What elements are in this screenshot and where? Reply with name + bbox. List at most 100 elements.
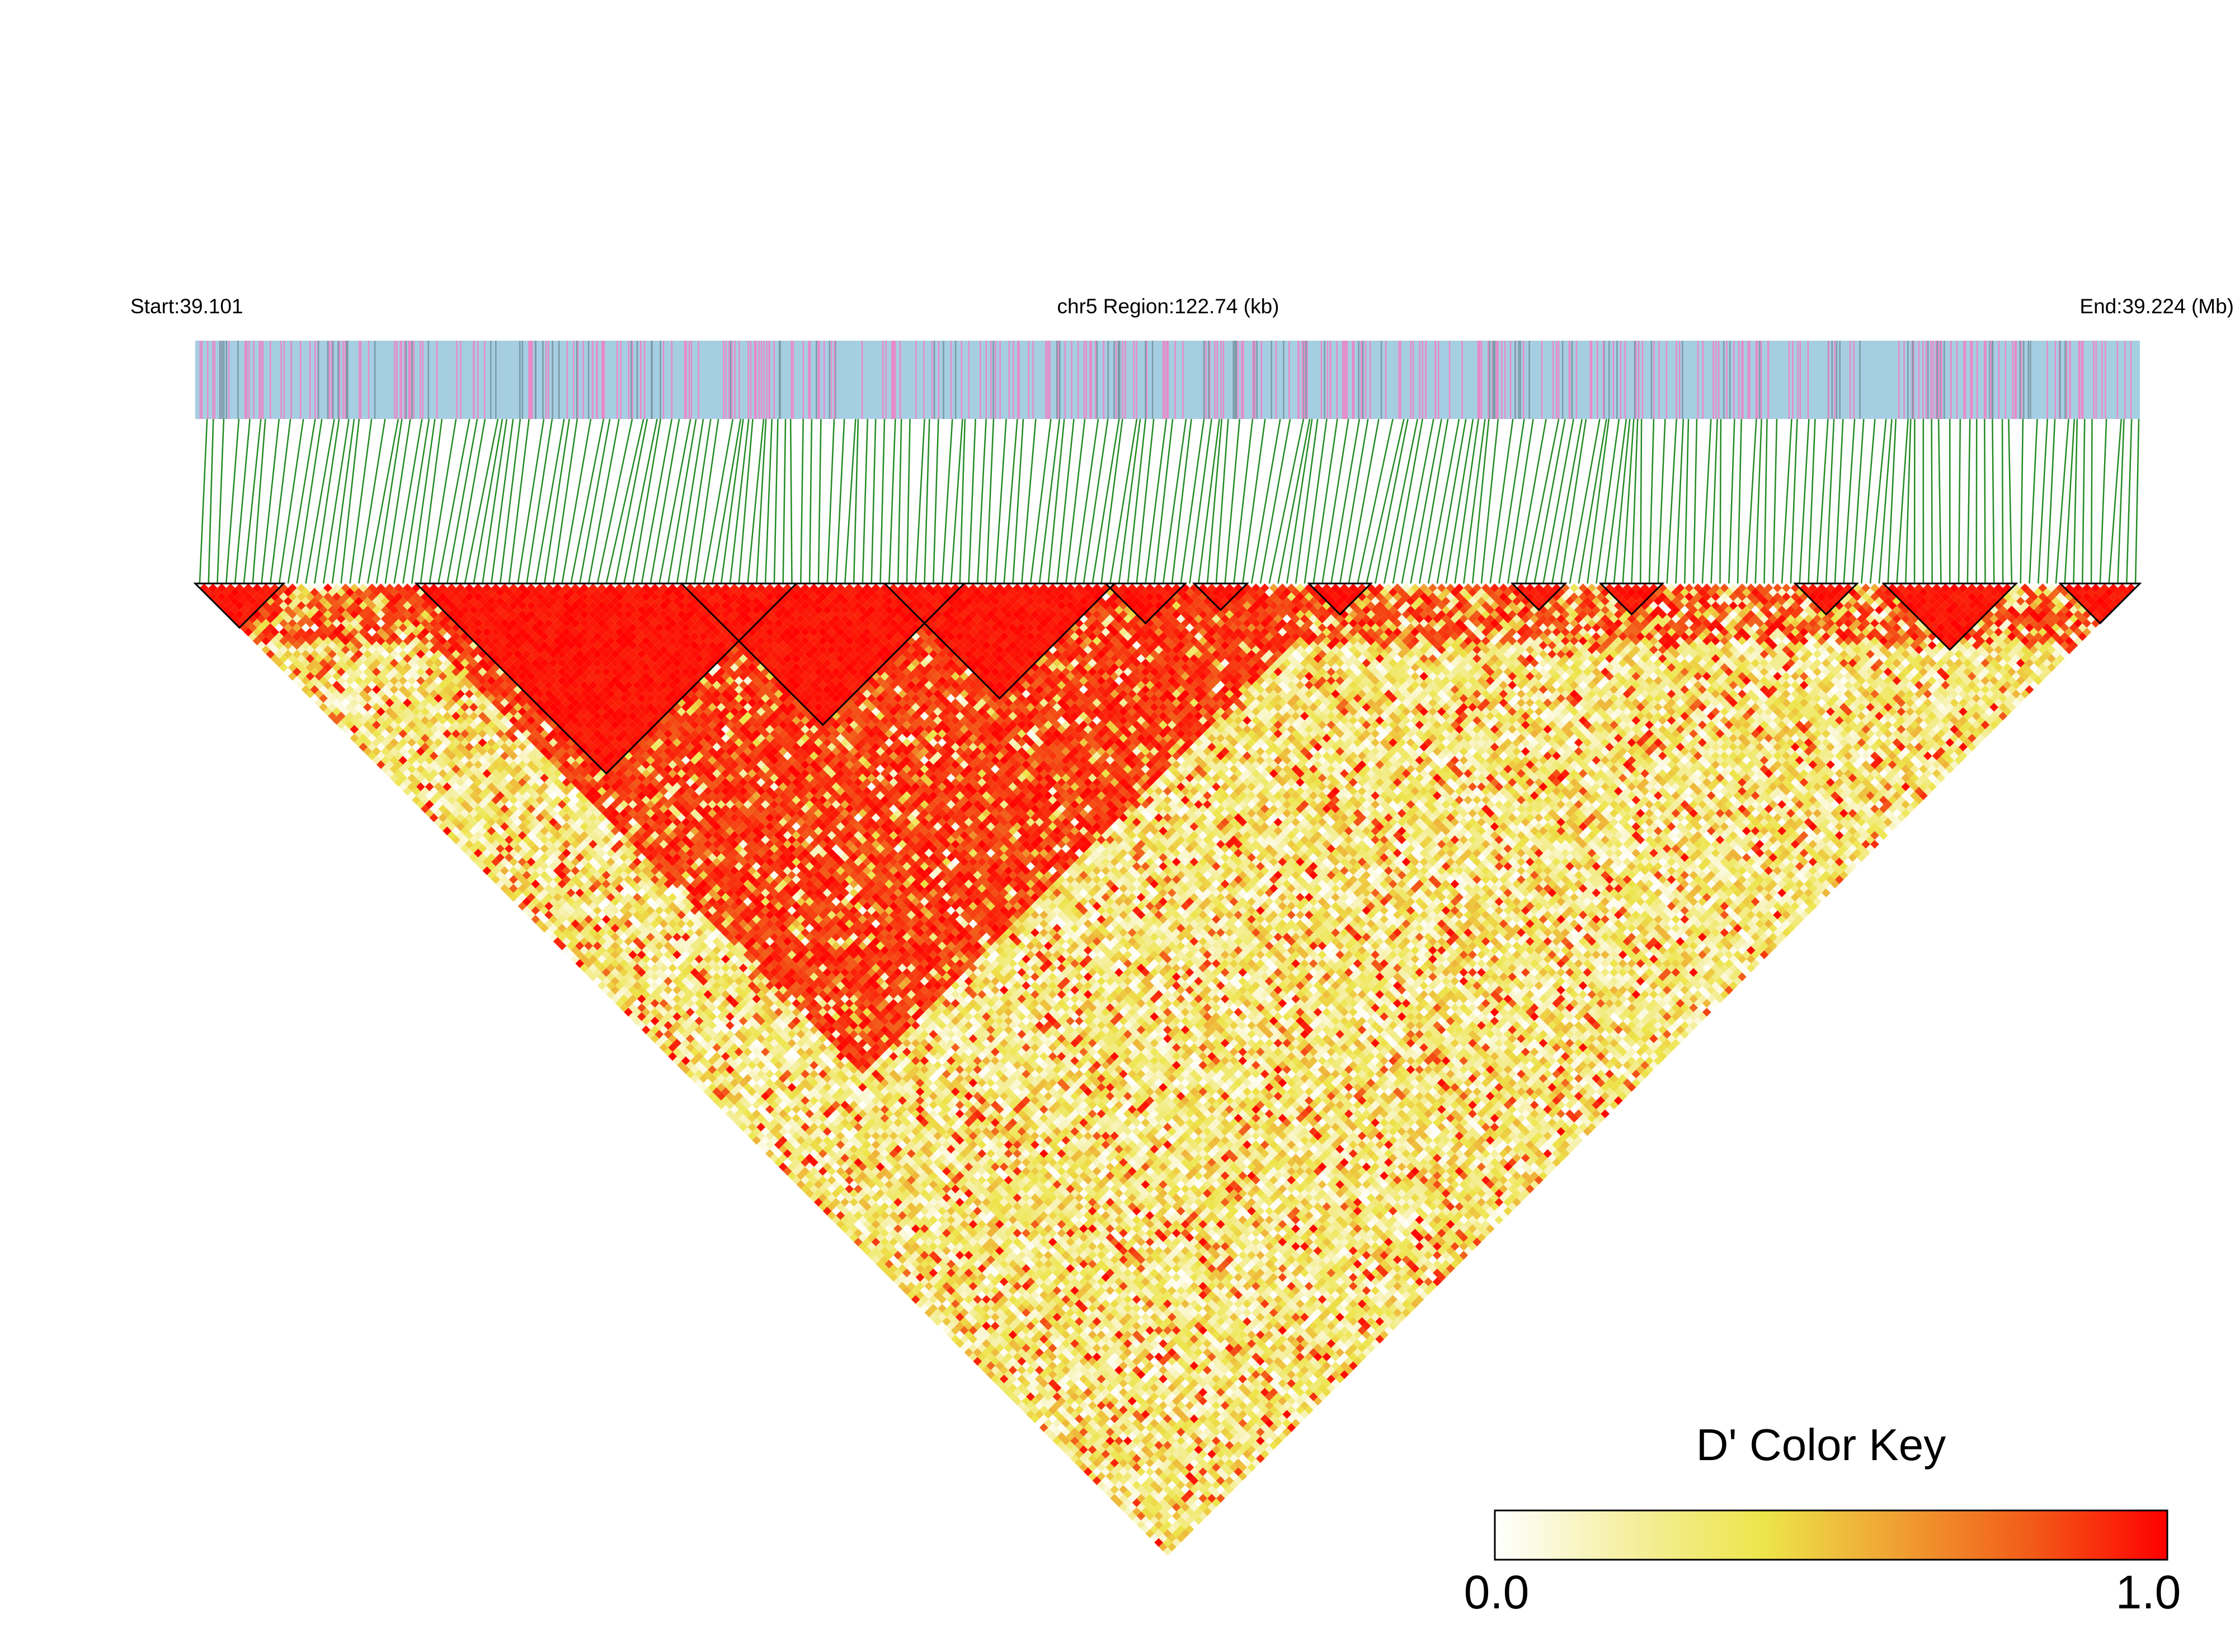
ld-cell (822, 1189, 832, 1198)
ld-cell (328, 712, 337, 721)
ld-cell (584, 941, 593, 950)
ld-cell (1075, 1458, 1084, 1467)
ld-cell (222, 605, 231, 615)
ld-cell (1070, 1436, 1079, 1446)
ld-cell (1079, 1436, 1088, 1446)
ld-cell (469, 844, 478, 853)
ld-cell (363, 729, 372, 738)
snp-connector-line (808, 418, 813, 584)
ld-cell (938, 1303, 947, 1313)
ld-cell (920, 1286, 929, 1295)
ld-cell (562, 928, 571, 937)
ld-cell (681, 1029, 690, 1039)
ld-cell (284, 641, 293, 650)
ld-cell (659, 1016, 669, 1025)
ld-cell (385, 760, 394, 769)
ld-cell (858, 1215, 867, 1225)
ld-cell (836, 1220, 845, 1229)
ld-cell (822, 1171, 832, 1180)
ld-cell (460, 835, 469, 845)
ld-cell (845, 1202, 854, 1211)
ld-cell (947, 1330, 956, 1339)
ld-cell (871, 1237, 881, 1246)
ld-cell (690, 1047, 699, 1057)
ld-cell (986, 1352, 995, 1362)
ld-cell (257, 614, 266, 624)
snp-connector-line (826, 418, 835, 584)
ld-cell (292, 676, 302, 685)
ld-cell (230, 605, 239, 615)
ld-cell (328, 694, 337, 703)
snp-connector-line (1817, 418, 1829, 584)
snp-connector-line (1763, 418, 1768, 584)
snp-connector-line (1878, 418, 1893, 584)
snp-connector-line (2108, 418, 2122, 584)
ld-cell (257, 623, 266, 632)
snp-connector-line (543, 418, 570, 584)
ld-cell (509, 884, 518, 893)
snp-connector-line (2082, 418, 2086, 584)
ld-cell (849, 1215, 858, 1225)
ld-cell (712, 1070, 722, 1079)
snp-connector-line (1065, 418, 1086, 584)
ld-cell (867, 1242, 876, 1251)
ld-cell (257, 641, 266, 650)
ld-cell (810, 1158, 818, 1167)
ld-cell (827, 1184, 836, 1194)
ld-cell (1031, 1387, 1039, 1397)
ld-cell (703, 1070, 713, 1079)
ld-cell (699, 1065, 708, 1074)
ld-cell (473, 840, 483, 849)
ld-cell (1168, 1542, 1177, 1552)
ld-cell (942, 1308, 951, 1317)
ld-cell (385, 751, 394, 760)
ld-cell (522, 870, 531, 880)
ld-cell (447, 804, 457, 813)
snp-connector-line (1277, 418, 1311, 584)
snp-connector-line (650, 418, 680, 584)
ld-cell (854, 1202, 863, 1211)
snp-connector-line (579, 418, 611, 584)
snp-connector-line (1312, 418, 1338, 584)
ld-cell (898, 1273, 907, 1282)
ld-cell (672, 1047, 681, 1057)
ld-cell (460, 817, 469, 827)
snp-connector-line (270, 418, 291, 584)
ld-cell (407, 773, 416, 783)
ld-cell (416, 782, 425, 792)
ld-cell (292, 649, 302, 659)
ld-cell (734, 1100, 744, 1110)
ld-cell (1031, 1414, 1039, 1423)
ld-cell (1026, 1392, 1035, 1401)
ld-cell (947, 1312, 956, 1322)
ld-cell (239, 614, 248, 624)
ld-cell (915, 1273, 925, 1282)
ld-cell (977, 1335, 987, 1344)
ld-cell (827, 1202, 836, 1211)
ld-cell (257, 605, 266, 615)
ld-cell (664, 1021, 673, 1030)
ld-cell (549, 933, 558, 942)
ld-cell (345, 712, 355, 721)
ld-cell (726, 1100, 735, 1110)
ld-cell (1171, 1538, 1181, 1547)
ld-cell (787, 1145, 797, 1154)
ld-cell (496, 862, 505, 871)
snp-connector-line (2064, 418, 2076, 584)
ld-cell (398, 756, 408, 765)
ld-cell (1123, 1480, 1132, 1490)
ld-cell (416, 791, 425, 801)
ld-cell (226, 592, 236, 601)
ld-cell (478, 826, 487, 836)
ld-cell (690, 1056, 699, 1066)
ld-cell (513, 879, 523, 889)
ld-cell (955, 1339, 964, 1348)
snp-connector-line (526, 418, 553, 584)
ld-cell (681, 1056, 690, 1066)
ld-cell (889, 1237, 898, 1246)
snp-connector-line (1304, 418, 1328, 584)
ld-cell (350, 707, 359, 716)
snp-connector-line (1790, 418, 1798, 584)
snp-connector-line (623, 418, 658, 584)
ld-cell (668, 1034, 677, 1043)
